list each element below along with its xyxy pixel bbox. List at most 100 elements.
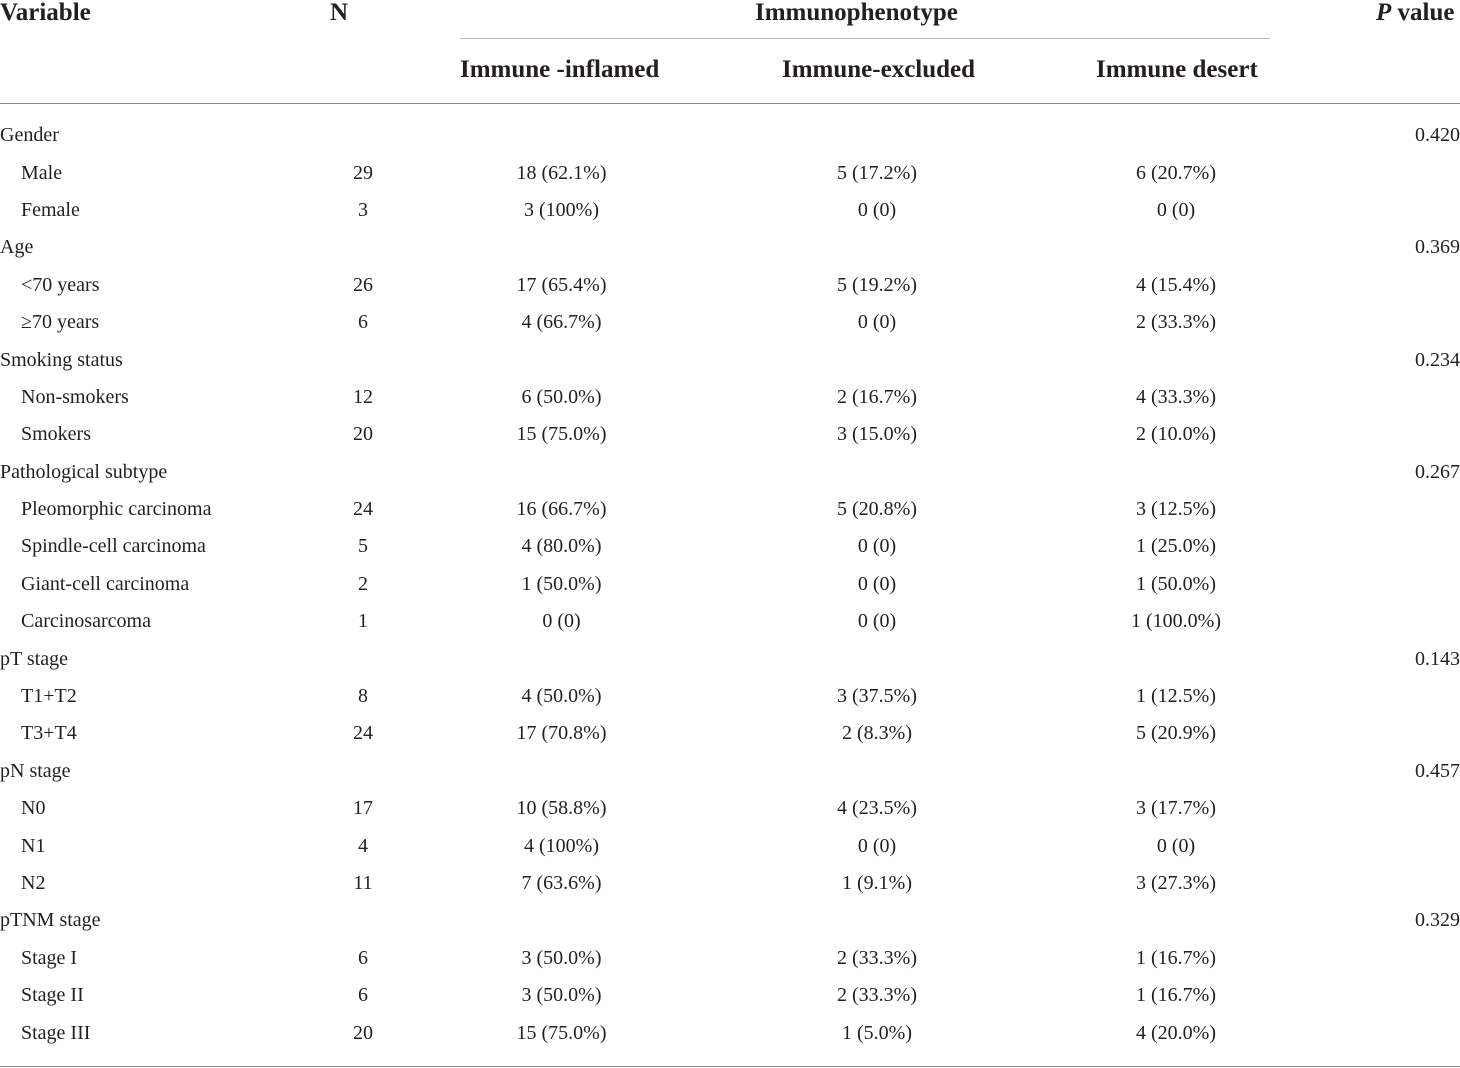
immune-excluded-cell xyxy=(718,454,1036,491)
variable-cell: Carcinosarcoma xyxy=(21,610,151,633)
immune-excluded-cell: 1 (9.1%) xyxy=(842,872,912,894)
immune-desert-cell xyxy=(1036,341,1316,378)
immune-inflamed-cell xyxy=(405,902,718,939)
immune-excluded-cell xyxy=(718,229,1036,266)
variable-cell: T1+T2 xyxy=(21,685,77,708)
header-immune-desert: Immune desert xyxy=(1096,56,1258,83)
table-row: Carcinosarcoma 1 0 (0) 0 (0) 1 (100.0%) xyxy=(0,603,1460,640)
table-row: Male 29 18 (62.1%) 5 (17.2%) 6 (20.7%) xyxy=(0,154,1460,191)
n-cell: 11 xyxy=(353,872,373,894)
variable-cell: Pathological subtype xyxy=(0,460,168,483)
immune-desert-cell: 3 (17.7%) xyxy=(1136,797,1216,820)
n-cell: 3 xyxy=(358,198,368,221)
variable-cell: Female xyxy=(21,198,80,221)
immune-desert-cell xyxy=(1036,753,1316,790)
table-row: Smokers 20 15 (75.0%) 3 (15.0%) 2 (10.0%) xyxy=(0,416,1460,453)
variable-cell: pT stage xyxy=(0,647,68,670)
immune-excluded-cell: 2 (16.7%) xyxy=(837,385,917,408)
header-immunophenotype: Immunophenotype xyxy=(755,0,958,26)
immune-desert-cell: 6 (20.7%) xyxy=(1136,161,1216,184)
immune-desert-cell: 2 (33.3%) xyxy=(1136,311,1216,334)
group-row: Pathological subtype 0.267 xyxy=(0,454,1460,491)
immune-desert-cell: 3 (27.3%) xyxy=(1136,872,1216,894)
n-cell: 20 xyxy=(353,423,373,446)
p-value-cell xyxy=(1316,977,1460,1014)
immune-desert-cell: 1 (16.7%) xyxy=(1136,984,1216,1007)
header-immune-inflamed: Immune -inflamed xyxy=(460,56,660,83)
table-row: N1 4 4 (100%) 0 (0) 0 (0) xyxy=(0,827,1460,864)
variable-cell: Pleomorphic carcinoma xyxy=(21,498,212,521)
variable-cell: Stage II xyxy=(21,984,84,1007)
immune-inflamed-cell xyxy=(405,341,718,378)
header-bottom-rule xyxy=(0,103,1460,104)
p-value-cell: 0.267 xyxy=(1415,460,1460,483)
immune-desert-cell: 2 (10.0%) xyxy=(1136,423,1216,446)
immune-inflamed-cell: 3 (100%) xyxy=(524,198,599,221)
header-group-rule xyxy=(460,38,1270,39)
immune-desert-cell: 4 (33.3%) xyxy=(1136,385,1216,408)
immune-excluded-cell xyxy=(718,902,1036,939)
header-variable: Variable xyxy=(0,0,91,26)
table-row: T3+T4 24 17 (70.8%) 2 (8.3%) 5 (20.9%) xyxy=(0,715,1460,752)
table-row: T1+T2 8 4 (50.0%) 3 (37.5%) 1 (12.5%) xyxy=(0,678,1460,715)
n-cell: 17 xyxy=(353,797,373,820)
header-p-value: P value xyxy=(1376,0,1454,25)
p-value-cell xyxy=(1316,379,1460,416)
immune-excluded-cell: 2 (8.3%) xyxy=(842,722,912,745)
variable-cell: pN stage xyxy=(0,759,71,782)
n-cell xyxy=(321,902,405,939)
table-row: Stage I 6 3 (50.0%) 2 (33.3%) 1 (16.7%) xyxy=(0,940,1460,977)
immune-inflamed-cell: 1 (50.0%) xyxy=(521,572,602,595)
immune-excluded-cell: 4 (23.5%) xyxy=(837,797,917,820)
immune-desert-cell xyxy=(1036,454,1316,491)
immune-inflamed-cell: 15 (75.0%) xyxy=(516,1021,607,1044)
table-row: <70 years 26 17 (65.4%) 5 (19.2%) 4 (15.4%) xyxy=(0,267,1460,304)
immune-excluded-cell: 2 (33.3%) xyxy=(837,946,917,969)
p-value-cell xyxy=(1316,192,1460,229)
variable-cell: Male xyxy=(21,161,63,184)
header-immune-excluded: Immune-excluded xyxy=(782,56,976,83)
n-cell: 6 xyxy=(358,311,368,334)
p-value-cell xyxy=(1316,491,1460,528)
immune-excluded-cell: 1 (5.0%) xyxy=(842,1021,912,1044)
p-value-cell xyxy=(1316,865,1460,902)
immune-excluded-cell: 2 (33.3%) xyxy=(837,984,917,1007)
immune-desert-cell: 1 (12.5%) xyxy=(1136,685,1216,708)
immune-desert-cell: 1 (16.7%) xyxy=(1136,946,1216,969)
immune-excluded-cell: 5 (19.2%) xyxy=(837,273,917,296)
group-row: Age 0.369 xyxy=(0,229,1460,266)
p-value-cell: 0.457 xyxy=(1415,759,1460,782)
p-value-cell xyxy=(1316,566,1460,603)
immune-inflamed-cell: 0 (0) xyxy=(542,610,581,633)
header-p-rest: value xyxy=(1391,0,1455,26)
immune-desert-cell: 1 (100.0%) xyxy=(1131,610,1221,633)
p-value-cell xyxy=(1316,790,1460,827)
immune-excluded-cell xyxy=(718,341,1036,378)
immune-excluded-cell xyxy=(718,117,1036,154)
table-row: Female 3 3 (100%) 0 (0) 0 (0) xyxy=(0,192,1460,229)
immune-inflamed-cell: 6 (50.0%) xyxy=(521,385,602,408)
table-row: Spindle-cell carcinoma 5 4 (80.0%) 0 (0) 1 (… xyxy=(0,528,1460,565)
immune-desert-cell xyxy=(1036,902,1316,939)
p-value-cell xyxy=(1316,416,1460,453)
variable-cell: N0 xyxy=(21,797,46,820)
immune-inflamed-cell: 4 (66.7%) xyxy=(521,311,602,334)
variable-cell: Smoking status xyxy=(0,348,123,371)
n-cell xyxy=(321,117,405,154)
n-cell: 26 xyxy=(353,273,373,296)
immune-desert-cell xyxy=(1036,117,1316,154)
variable-cell: N1 xyxy=(21,834,46,857)
n-cell: 1 xyxy=(358,610,368,633)
p-value-cell: 0.234 xyxy=(1415,348,1460,371)
table-bottom-rule xyxy=(0,1066,1460,1067)
immune-desert-cell: 3 (12.5%) xyxy=(1136,498,1216,521)
immune-desert-cell: 5 (20.9%) xyxy=(1136,722,1216,745)
p-value-cell: 0.420 xyxy=(1415,124,1460,147)
variable-cell: T3+T4 xyxy=(21,722,77,745)
variable-cell: Non-smokers xyxy=(21,385,129,408)
p-value-cell: 0.369 xyxy=(1415,236,1460,259)
group-row: pT stage 0.143 xyxy=(0,640,1460,677)
immune-excluded-cell: 0 (0) xyxy=(857,572,897,595)
immune-excluded-cell: 5 (20.8%) xyxy=(837,498,917,521)
p-value-cell xyxy=(1316,603,1460,640)
